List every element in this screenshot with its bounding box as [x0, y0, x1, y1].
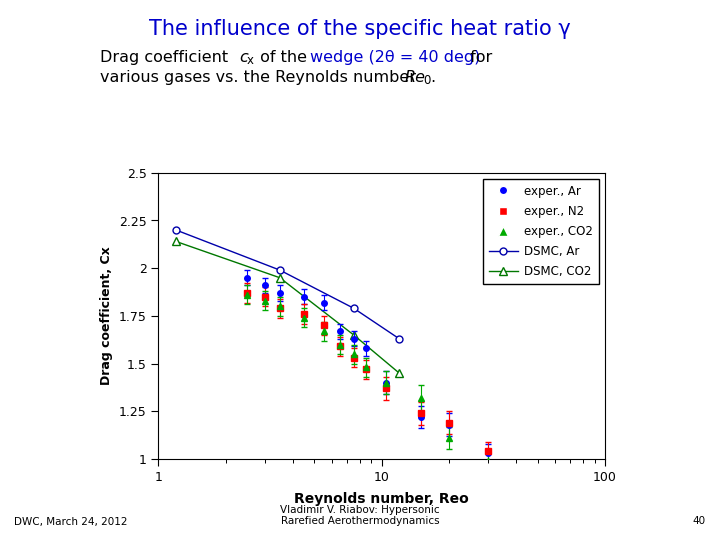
Legend: exper., Ar, exper., N2, exper., CO2, DSMC, Ar, DSMC, CO2: exper., Ar, exper., N2, exper., CO2, DSM…: [483, 179, 599, 284]
X-axis label: Reynolds number, Reo: Reynolds number, Reo: [294, 492, 469, 506]
Text: DWC, March 24, 2012: DWC, March 24, 2012: [14, 516, 128, 526]
Text: various gases vs. the Reynolds number: various gases vs. the Reynolds number: [100, 70, 421, 85]
Text: c: c: [239, 50, 248, 65]
Text: of the: of the: [255, 50, 312, 65]
Text: for: for: [465, 50, 492, 65]
Text: Vladimir V. Riabov: Hypersonic
Rarefied Aerothermodynamics: Vladimir V. Riabov: Hypersonic Rarefied …: [280, 505, 440, 526]
Text: .: .: [430, 70, 435, 85]
Y-axis label: Drag coefficient, Cx: Drag coefficient, Cx: [100, 247, 113, 385]
Text: 40: 40: [693, 516, 706, 526]
Text: Drag coefficient: Drag coefficient: [100, 50, 233, 65]
Text: 0: 0: [423, 74, 431, 87]
Text: wedge (2θ = 40 deg): wedge (2θ = 40 deg): [310, 50, 480, 65]
Text: Re: Re: [405, 70, 426, 85]
Text: x: x: [247, 54, 254, 67]
Text: The influence of the specific heat ratio γ: The influence of the specific heat ratio…: [149, 19, 571, 39]
